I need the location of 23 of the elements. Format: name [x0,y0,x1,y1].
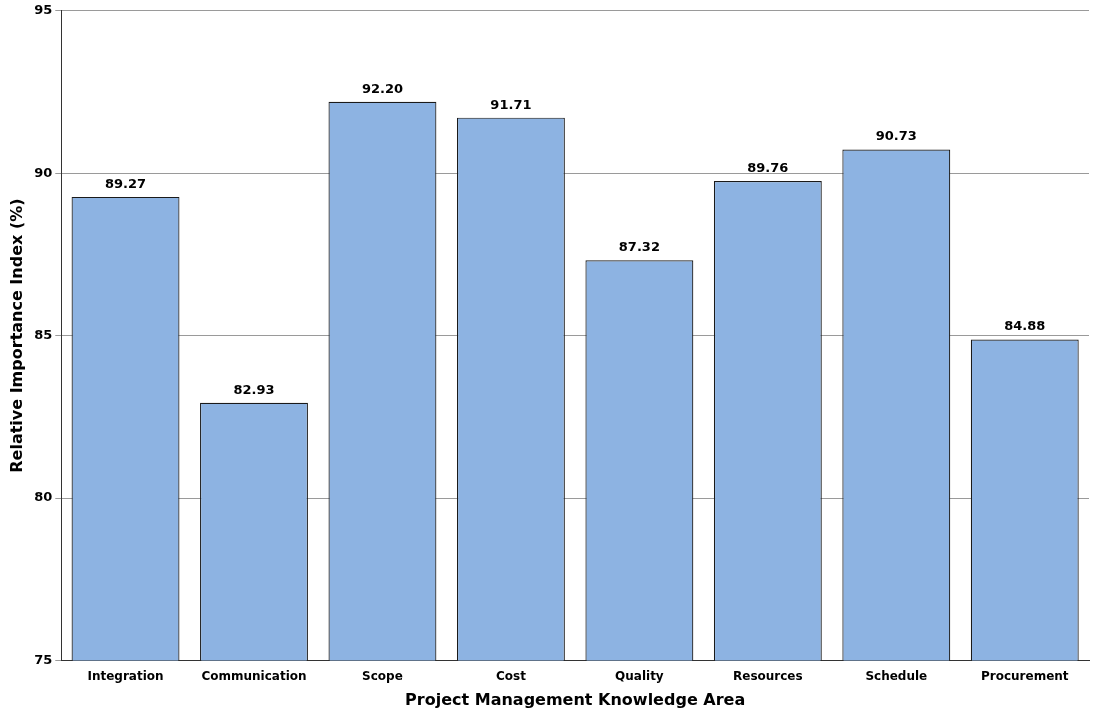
x-tick-label: Schedule [865,668,928,683]
data-label: 90.73 [875,128,917,144]
data-label: 89.76 [747,159,789,175]
x-tick-label: Communication [201,668,307,683]
x-tick-label: Resources [733,668,803,683]
x-tick-label: Quality [615,668,664,683]
x-tick-label: Integration [87,668,164,683]
data-label: 87.32 [618,239,660,255]
data-label: 91.71 [490,96,532,112]
data-label: 84.88 [1004,318,1046,334]
x-tick-label: Cost [495,668,527,683]
data-label: 82.93 [233,381,275,397]
y-tick-label: 95 [34,2,53,18]
x-tick-label: Procurement [980,668,1069,683]
data-label: 89.27 [104,175,147,191]
y-tick-label: 80 [34,489,53,505]
y-tick-label: 85 [34,326,53,342]
x-axis-title: Project Management Knowledge Area [405,689,746,709]
data-label: 92.20 [361,80,404,96]
y-axis-title: Relative Importance Index (%) [6,198,26,473]
y-tick-label: 75 [34,651,53,667]
x-tick-label: Scope [362,668,403,683]
y-tick-label: 90 [34,164,53,180]
